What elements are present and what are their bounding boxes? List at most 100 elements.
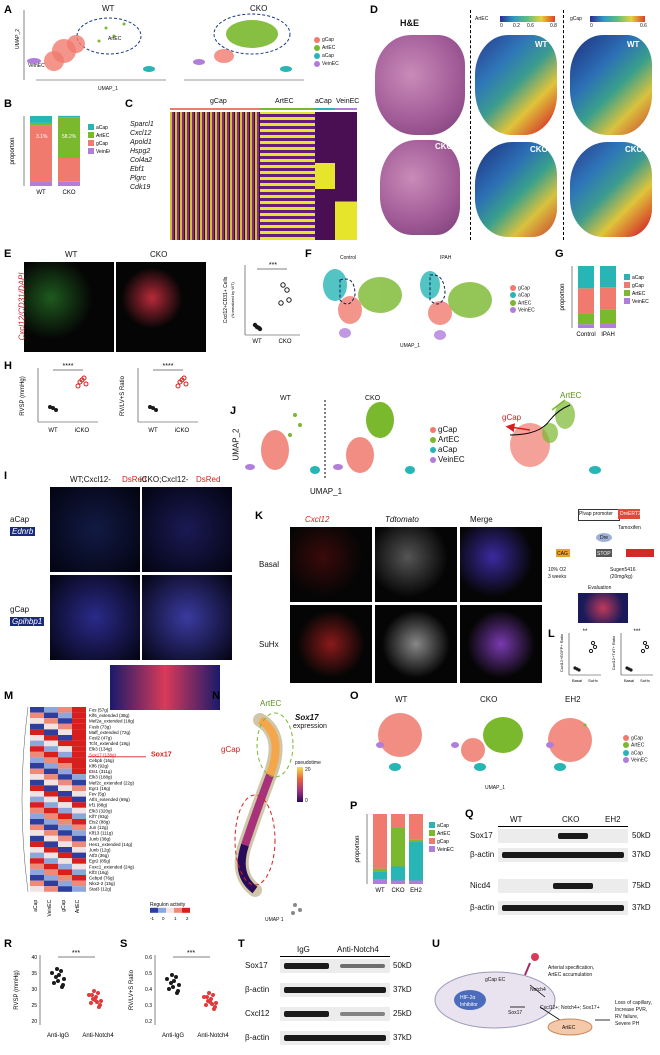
legend-swatch xyxy=(88,148,94,154)
panel-label-m: M xyxy=(4,690,14,702)
data-point xyxy=(54,975,58,979)
scale-title: Regulon activity xyxy=(150,902,186,908)
data-point xyxy=(214,1001,218,1005)
legend-swatch xyxy=(88,132,94,138)
proportion-chart-b: WT CKO proportion aCap ArtEC gCap VeinEC 3.1% 58… xyxy=(10,108,113,208)
heatmap-cell xyxy=(72,723,86,730)
heatmap-cell xyxy=(58,768,72,775)
data-point xyxy=(87,993,91,997)
heatmap-cell xyxy=(44,830,58,836)
heatmap-block-veinec xyxy=(335,112,357,240)
wb-t-actin2 xyxy=(280,1031,390,1045)
bar-segment xyxy=(58,181,80,186)
dot-charts-l: ** Basal SuHx Cxcl12+EGFP+ Ratio *** Basal SuH… xyxy=(553,625,660,695)
panel-label-a: A xyxy=(4,4,12,16)
heatmap-cell xyxy=(58,819,72,825)
heatmap-cell xyxy=(58,824,72,831)
significance: ** xyxy=(583,629,588,635)
data-point xyxy=(92,989,96,993)
panel-label-o: O xyxy=(350,690,359,702)
dot-chart-s: 0.6 0.5 0.4 0.3 0.2 *** Anti-IgG Anti-Notch4 RV/… xyxy=(125,945,235,1050)
heatmap-cell xyxy=(44,824,58,831)
category-label: CKO xyxy=(391,888,404,894)
data-point xyxy=(211,993,215,997)
heatmap-cell xyxy=(72,751,86,758)
data-point xyxy=(56,979,60,983)
schematic-k: Plvap promoter DreERT2 Tamoxifen Dre CAG… xyxy=(548,505,660,625)
significance: *** xyxy=(633,629,641,635)
column-label: VeinEC xyxy=(47,899,53,916)
data-point xyxy=(75,383,81,389)
legend-swatch xyxy=(429,822,435,828)
heatmap-cell xyxy=(58,740,72,747)
y-tick: 0.2 xyxy=(145,1019,152,1025)
legend-swatch xyxy=(429,838,435,844)
umap-panel-o: WT CKO EH2 UMAP_1 gCap ArtEC aCap VeinEC xyxy=(355,695,660,795)
data-point xyxy=(48,405,52,409)
data-point xyxy=(97,1005,101,1009)
western-blot-t: IgG Anti-Notch4 Sox17 β-actin Cxcl12 β-a… xyxy=(245,945,420,1050)
data-point xyxy=(183,381,189,387)
data-point xyxy=(171,985,175,989)
data-point xyxy=(169,981,173,985)
data-point xyxy=(52,981,56,985)
proportion-chart-g: Control IPAH proportion aCap gCap ArtEC VeinEC xyxy=(560,260,660,355)
heatmap-cell xyxy=(72,735,86,741)
heatmap-cell xyxy=(72,785,86,791)
heatmap-cell xyxy=(30,858,44,864)
heatmap-cell xyxy=(58,723,72,730)
bar-segment xyxy=(30,115,52,123)
umap-wt xyxy=(27,17,155,72)
heatmap-cell xyxy=(30,729,44,735)
wb-q-actin2 xyxy=(498,901,628,915)
data-point xyxy=(642,640,648,646)
heatmap-group-gcap: gCap xyxy=(210,98,227,105)
regulon-label: Nkx2-2 (15g) xyxy=(89,881,116,886)
heatmap-cell xyxy=(72,774,86,780)
y-tick: 0.3 xyxy=(145,1003,152,1009)
artec-cko-spatial xyxy=(475,142,557,237)
heatmap-cell xyxy=(44,785,58,791)
heatmap-cell xyxy=(44,886,58,892)
category-label: Anti-IgG xyxy=(47,1033,69,1039)
gcap-cko-spatial xyxy=(570,142,652,237)
heatmap-cell xyxy=(44,841,58,847)
bar-segment xyxy=(373,814,387,869)
data-point xyxy=(252,322,258,328)
bar-segment xyxy=(391,814,405,828)
column-label: ArtEC xyxy=(75,899,81,913)
regulon-label: Fosb (73g) xyxy=(89,724,111,729)
heatmap-cell xyxy=(58,746,72,752)
y-axis-label: RV/LV+S Ratio xyxy=(120,375,126,416)
legend-label: aCap xyxy=(437,823,449,829)
heatmap-cell xyxy=(30,712,44,719)
regulon-heatmap-m: Fos (57g) Klf6_extended (38g) Mef2a_extend… xyxy=(10,695,210,925)
heatmap-cell xyxy=(72,807,86,814)
if-k-basal-tdtomato xyxy=(375,527,457,602)
data-point xyxy=(60,985,64,989)
data-point xyxy=(90,993,94,997)
schematic-u-results: Loss of capillary, Increase PVR, RV failur… xyxy=(615,1000,652,1027)
heatmap-cell xyxy=(58,785,72,791)
heatmap-cell xyxy=(30,852,44,859)
category-label: Basal xyxy=(572,678,582,683)
if-i-wt-acap xyxy=(50,487,140,572)
regulon-label: Fos (57g) xyxy=(89,708,109,713)
bar-segment xyxy=(578,266,594,289)
regulon-label: Klf6_extended (38g) xyxy=(89,713,130,718)
umap-artec-label: ArtEC xyxy=(108,36,122,42)
regulon-label: Junb (12g) xyxy=(89,848,111,853)
bar-segment xyxy=(409,839,423,842)
category-label: WT xyxy=(375,888,385,894)
panel-label-t: T xyxy=(238,938,245,950)
data-point xyxy=(202,995,206,999)
heatmap-cell xyxy=(30,763,44,769)
schematic-inset xyxy=(578,593,628,623)
category-label: SuHx xyxy=(588,678,598,683)
y-tick: 35 xyxy=(31,971,37,977)
regulon-label: Elk3 (188g) xyxy=(89,775,113,780)
western-blot-q: WT CKO EH2 Sox17 β-actin Nicd4 β-actin 5… xyxy=(470,815,660,925)
proportion-chart-p: WT CKO EH2 proportion aCap ArtEC gCap VeinEC xyxy=(355,808,465,903)
legend-swatch xyxy=(429,830,435,836)
regulon-label: Klf13 (111g) xyxy=(89,831,113,836)
